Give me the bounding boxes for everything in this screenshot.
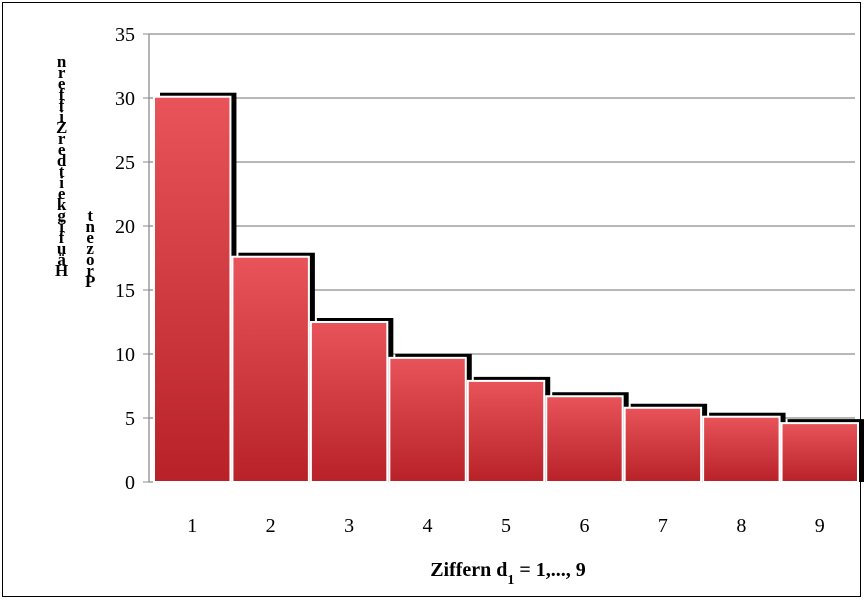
bar-4 [388, 356, 467, 483]
x-tick-label: 2 [266, 515, 276, 537]
x-tick-label: 9 [815, 515, 825, 537]
x-tick-label: 1 [187, 515, 197, 537]
x-tick-label: 8 [736, 515, 746, 537]
y-tick-label: 15 [115, 280, 135, 302]
y-tick-label: 20 [115, 216, 135, 238]
x-tick-label: 5 [501, 515, 511, 537]
y-tick-label: 30 [115, 88, 135, 110]
x-axis-label: Ziffern d1 = 1,..., 9 [430, 559, 586, 588]
bar-7 [623, 406, 703, 484]
y-axis: 0 5 10 15 20 25 30 35 [115, 24, 150, 494]
x-tick-label: 6 [579, 515, 589, 537]
x-axis-ticks: 1 2 3 4 5 6 7 8 9 [187, 515, 825, 537]
bar-6 [545, 395, 624, 483]
bars [153, 92, 864, 484]
x-tick-label: 3 [344, 515, 354, 537]
bar-5 [466, 379, 546, 484]
x-tick-label: 4 [423, 515, 433, 537]
x-tick-label: 7 [658, 515, 668, 537]
bar-3 [309, 321, 389, 483]
y-tick-label: 5 [125, 408, 135, 430]
y-tick-label: 0 [125, 472, 135, 494]
bar-1 [153, 95, 232, 483]
bar-8 [702, 415, 781, 483]
y-tick-label: 10 [115, 344, 135, 366]
y-tick-label: 35 [115, 24, 135, 46]
bar-2 [231, 255, 310, 483]
bar-9 [780, 422, 859, 483]
y-tick-label: 25 [115, 152, 135, 174]
